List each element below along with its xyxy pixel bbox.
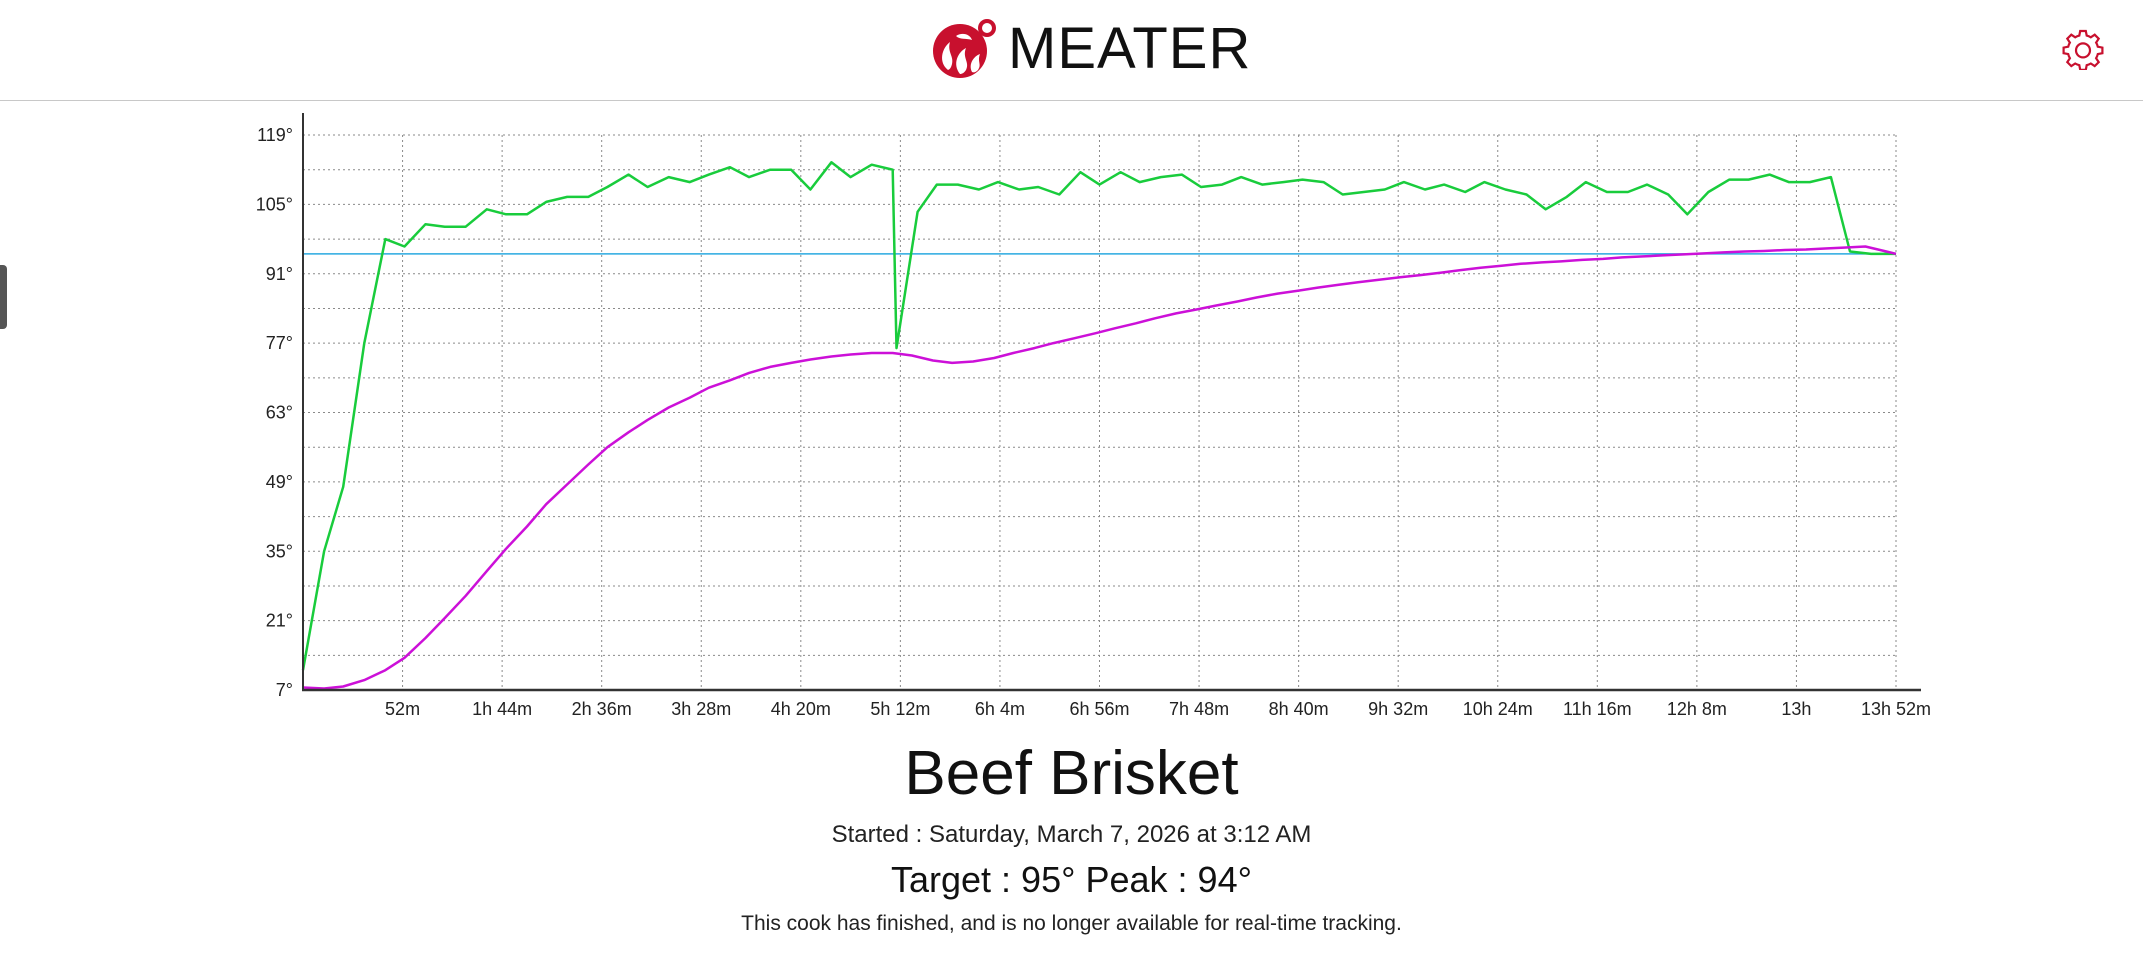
x-tick-label: 13h (1781, 699, 1811, 719)
y-tick-label: 77° (266, 333, 293, 353)
y-tick-label: 35° (266, 541, 293, 561)
x-tick-label: 12h 8m (1667, 699, 1727, 719)
x-tick-label: 9h 32m (1368, 699, 1428, 719)
side-panel-handle[interactable] (0, 265, 7, 329)
x-tick-label: 7h 48m (1169, 699, 1229, 719)
app-header: MEATER (0, 0, 2143, 101)
chart-axes (302, 113, 1921, 692)
x-tick-label: 13h 52m (1861, 699, 1931, 719)
x-tick-label: 4h 20m (771, 699, 831, 719)
gear-icon[interactable] (2062, 28, 2104, 70)
y-tick-label: 63° (266, 403, 293, 423)
cook-title: Beef Brisket (904, 739, 1239, 808)
x-tick-label: 6h 4m (975, 699, 1025, 719)
x-tick-label: 11h 16m (1563, 699, 1632, 719)
x-tick-label: 6h 56m (1069, 699, 1129, 719)
x-tick-label: 3h 28m (671, 699, 731, 719)
x-tick-label: 1h 44m (472, 699, 532, 719)
x-tick-label: 10h 24m (1463, 699, 1533, 719)
x-tick-label: 5h 12m (870, 699, 930, 719)
y-tick-label: 21° (266, 611, 293, 631)
cook-temperatures: Target : 95° Peak : 94° (0, 858, 2143, 902)
temperature-chart: 7° 21° 35° 49° 63° 77° 91° 105° 119° 52m 1h 44m 2h… (0, 101, 2143, 721)
meater-flame-logo-icon (933, 19, 996, 78)
x-axis-ticks: 52m 1h 44m 2h 36m 3h 28m 4h 20m 5h 12m 6h 4m 6h… (385, 699, 1931, 719)
brand-name: MEATER (1008, 16, 1252, 81)
chart-series (301, 161, 1897, 690)
peak-temperature: Peak : 94° (1085, 859, 1253, 900)
cook-start-time: Started : Saturday, March 7, 2026 at 3:1… (831, 821, 1312, 848)
x-tick-label: 8h 40m (1269, 699, 1329, 719)
x-tick-label: 2h 36m (572, 699, 632, 719)
y-tick-label: 119° (257, 125, 293, 145)
y-tick-label: 7° (276, 680, 293, 700)
y-tick-label: 105° (256, 194, 293, 214)
y-tick-label: 91° (266, 264, 293, 284)
chart-grid (303, 134, 1897, 691)
target-temperature: Target : 95° (890, 859, 1076, 900)
y-tick-label: 49° (266, 472, 293, 492)
y-axis-ticks: 7° 21° 35° 49° 63° 77° 91° 105° 119° (256, 125, 293, 700)
cook-status-message: This cook has finished, and is no longer… (741, 912, 1402, 935)
temperature-chart-svg: 7° 21° 35° 49° 63° 77° 91° 105° 119° 52m 1h 44m 2h… (256, 113, 1931, 719)
internal-temperature-series (302, 245, 1897, 690)
x-tick-label: 52m (385, 699, 420, 719)
brand[interactable]: MEATER (930, 16, 1251, 82)
ambient-temperature-series (301, 161, 1896, 671)
